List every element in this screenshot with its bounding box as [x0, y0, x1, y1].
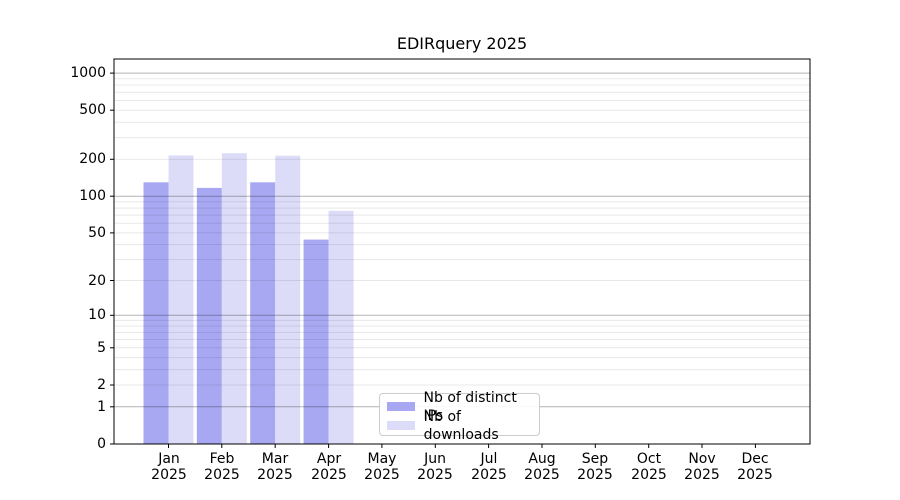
x-tick-label: Feb 2025 — [204, 451, 240, 483]
legend-item-distinct-ips: Nb of distinct IPs — [387, 390, 539, 424]
x-tick-label: Jan 2025 — [151, 451, 187, 483]
x-tick-label: May 2025 — [364, 451, 400, 483]
x-tick-label: Dec 2025 — [737, 451, 773, 483]
y-tick-label: 5 — [97, 340, 106, 356]
y-tick-label: 1 — [97, 399, 106, 415]
x-tick-label: Aug 2025 — [524, 451, 560, 483]
y-tick-label: 500 — [79, 102, 106, 118]
bar-ips-apr — [303, 239, 329, 444]
legend-swatch-downloads — [387, 421, 415, 430]
x-tick-label: Jun 2025 — [417, 451, 453, 483]
x-tick-label: Nov 2025 — [684, 451, 720, 483]
y-tick-label: 20 — [88, 273, 106, 289]
bar-downloads-jan — [168, 155, 194, 444]
x-tick-label: Jul 2025 — [471, 451, 507, 483]
legend-item-downloads: Nb of downloads — [387, 409, 539, 443]
y-tick-label: 100 — [79, 188, 106, 204]
y-tick-label: 200 — [79, 151, 106, 167]
y-tick-label: 50 — [88, 225, 106, 241]
x-tick-label: Oct 2025 — [631, 451, 667, 483]
bar-ips-feb — [196, 187, 222, 444]
bar-ips-jan — [143, 182, 169, 445]
y-tick-label: 0 — [97, 436, 106, 452]
x-tick-label: Apr 2025 — [311, 451, 347, 483]
legend: Nb of distinct IPs Nb of downloads — [379, 390, 540, 443]
bar-downloads-feb — [221, 153, 247, 444]
chart-title: EDIRquery 2025 — [396, 34, 528, 53]
y-tick-label: 10 — [88, 307, 106, 323]
y-tick-label: 1000 — [70, 65, 106, 81]
y-tick-label: 2 — [97, 377, 106, 393]
legend-swatch-distinct-ips — [387, 402, 415, 411]
bar-downloads-mar — [275, 155, 301, 444]
x-tick-label: Mar 2025 — [257, 451, 293, 483]
legend-label-distinct-ips: Nb of distinct IPs — [423, 389, 517, 424]
plot-border — [113, 58, 811, 445]
legend-label-downloads: Nb of downloads — [423, 408, 499, 443]
x-tick-label: Sep 2025 — [577, 451, 613, 483]
bar-downloads-apr — [328, 210, 354, 444]
bar-ips-mar — [250, 182, 276, 445]
